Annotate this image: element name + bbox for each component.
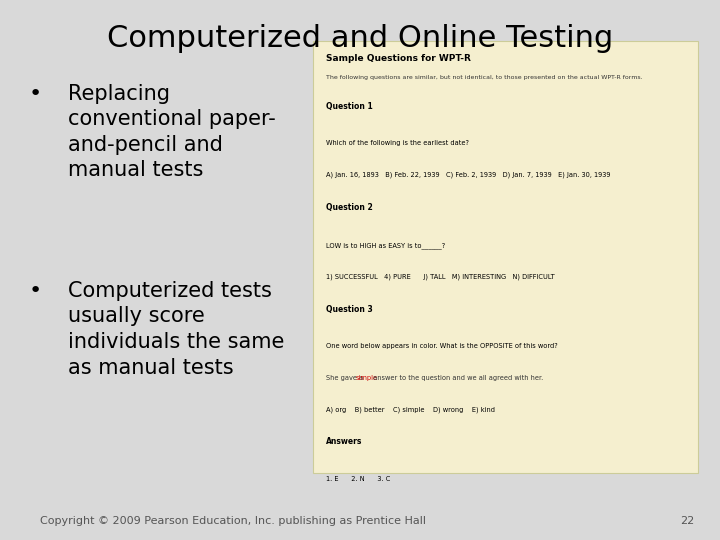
Text: Answers: Answers: [326, 437, 363, 447]
Text: simple: simple: [355, 375, 377, 381]
Text: She gave a: She gave a: [326, 375, 366, 381]
Text: LOW is to HIGH as EASY is to______?: LOW is to HIGH as EASY is to______?: [326, 242, 446, 248]
Text: Replacing
conventional paper-
and-pencil and
manual tests: Replacing conventional paper- and-pencil…: [68, 84, 276, 180]
FancyBboxPatch shape: [313, 40, 698, 472]
Text: The following questions are similar, but not identical, to those presented on th: The following questions are similar, but…: [326, 75, 643, 79]
Text: Question 3: Question 3: [326, 305, 373, 314]
Text: Sample Questions for WPT-R: Sample Questions for WPT-R: [326, 54, 471, 63]
Text: •: •: [29, 84, 42, 104]
Text: Question 1: Question 1: [326, 102, 373, 111]
Text: A) Jan. 16, 1893   B) Feb. 22, 1939   C) Feb. 2, 1939   D) Jan. 7, 1939   E) Jan: A) Jan. 16, 1893 B) Feb. 22, 1939 C) Feb…: [326, 172, 611, 178]
Text: answer to the question and we all agreed with her.: answer to the question and we all agreed…: [371, 375, 544, 381]
Text: A) org    B) better    C) simple    D) wrong    E) kind: A) org B) better C) simple D) wrong E) k…: [326, 406, 495, 413]
Text: Question 2: Question 2: [326, 203, 373, 212]
Text: Computerized and Online Testing: Computerized and Online Testing: [107, 24, 613, 53]
Text: Computerized tests
usually score
individuals the same
as manual tests: Computerized tests usually score individ…: [68, 281, 285, 377]
Text: One word below appears in color. What is the OPPOSITE of this word?: One word below appears in color. What is…: [326, 343, 558, 349]
Text: 1) SUCCESSFUL   4) PURE      J) TALL   M) INTERESTING   N) DIFFICULT: 1) SUCCESSFUL 4) PURE J) TALL M) INTERES…: [326, 273, 555, 280]
Text: 22: 22: [680, 516, 695, 526]
Text: Copyright © 2009 Pearson Education, Inc. publishing as Prentice Hall: Copyright © 2009 Pearson Education, Inc.…: [40, 516, 426, 526]
Text: Which of the following is the earliest date?: Which of the following is the earliest d…: [326, 140, 469, 146]
Text: •: •: [29, 281, 42, 301]
Text: 1. E      2. N      3. C: 1. E 2. N 3. C: [326, 476, 390, 482]
